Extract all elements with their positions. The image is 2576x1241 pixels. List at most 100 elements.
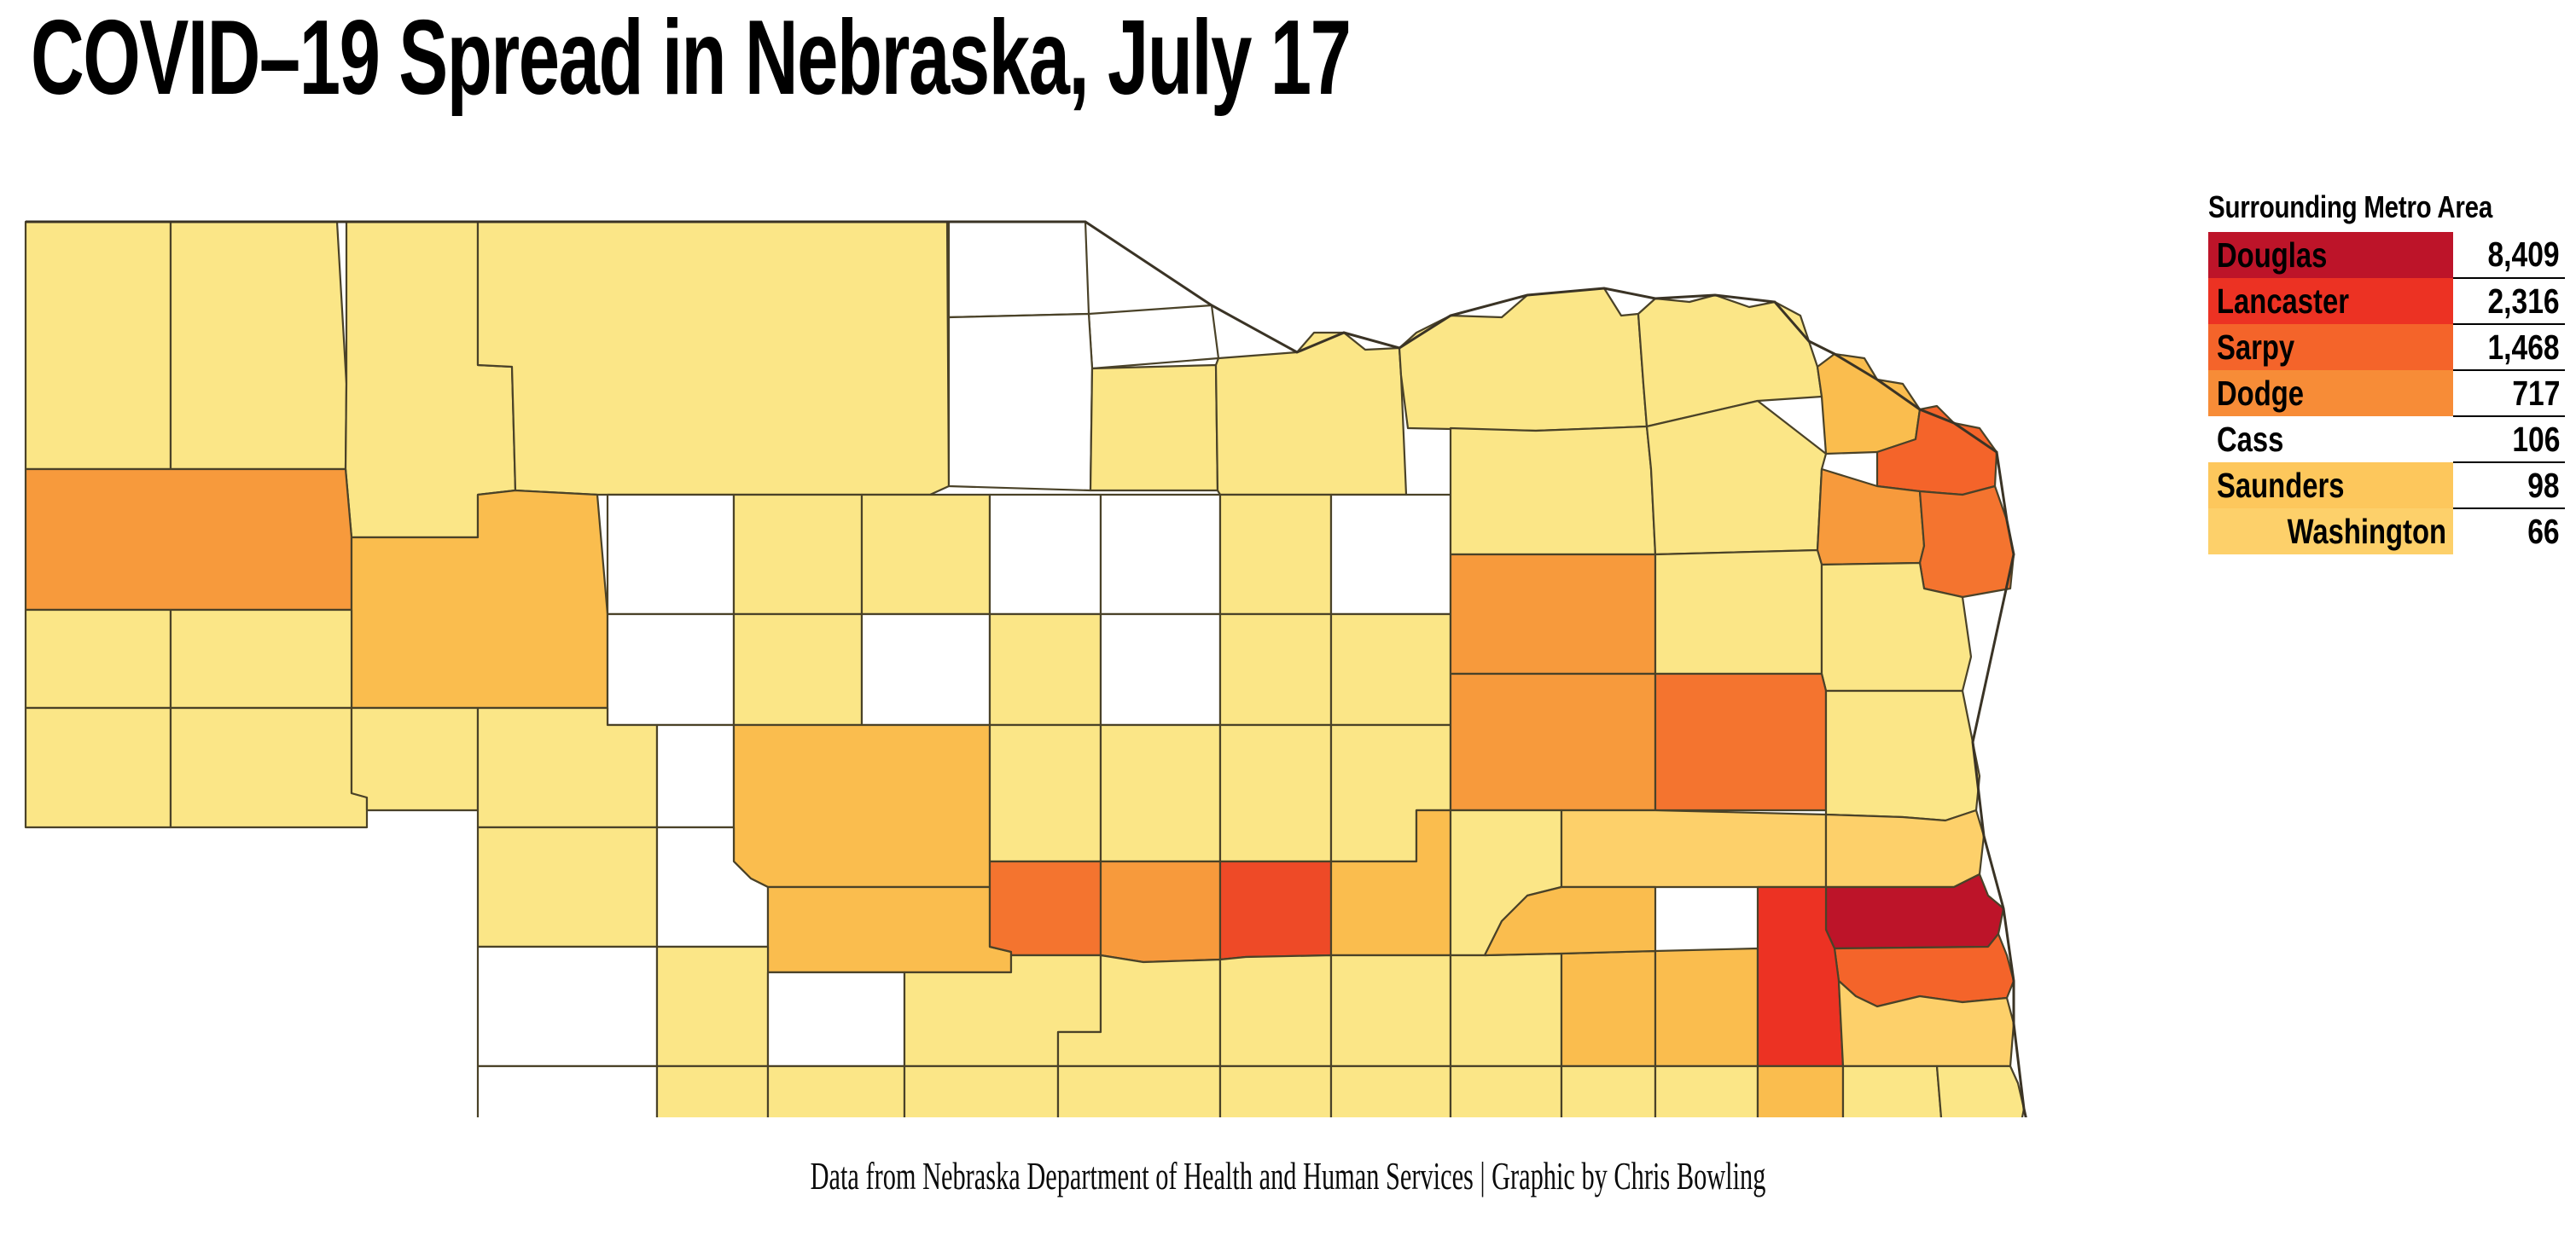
county-mcpherson[interactable] <box>732 612 864 727</box>
county-blaine[interactable] <box>988 493 1102 616</box>
county-webster[interactable] <box>1329 1064 1452 1117</box>
county-dundy[interactable] <box>476 1064 659 1117</box>
county-loup[interactable] <box>1099 493 1222 616</box>
county-nemaha[interactable] <box>1935 1064 2039 1117</box>
county-kimball[interactable] <box>24 706 172 829</box>
county-saline[interactable] <box>1654 947 1759 1068</box>
county-layer <box>24 220 2039 1117</box>
county-arthur[interactable] <box>655 723 736 829</box>
legend-row-cass[interactable]: Cass 106 <box>2208 415 2565 462</box>
county-garfield[interactable] <box>1218 493 1333 616</box>
county-kearney[interactable] <box>1218 954 1333 1068</box>
legend-label-washington: Washington <box>2287 511 2447 551</box>
county-sherman[interactable] <box>1099 723 1222 863</box>
map-svg <box>24 220 2039 1117</box>
county-greeley[interactable] <box>1218 612 1333 727</box>
legend-value-cell-cass: 106 <box>2453 415 2565 462</box>
legend-label-saunders: Saunders <box>2217 465 2345 505</box>
county-garden[interactable] <box>606 612 736 727</box>
legend-value-washington: 66 <box>2527 512 2560 551</box>
county-madison[interactable] <box>1449 553 1657 676</box>
legend-swatch-lancaster: Lancaster <box>2208 278 2454 324</box>
county-banner[interactable] <box>24 608 172 710</box>
county-hitchcock[interactable] <box>655 1064 770 1117</box>
legend-value-saunders: 98 <box>2527 465 2560 505</box>
county-fillmore[interactable] <box>1560 949 1657 1068</box>
county-logan[interactable] <box>860 612 991 727</box>
county-morrill[interactable] <box>169 608 353 710</box>
county-nuckolls[interactable] <box>1449 1064 1563 1117</box>
county-platte[interactable] <box>1449 672 1657 812</box>
county-thayer[interactable] <box>1560 1064 1657 1117</box>
county-rock[interactable] <box>1089 363 1219 492</box>
county-buffalo[interactable] <box>1099 860 1222 964</box>
county-colfax[interactable] <box>1654 672 1828 812</box>
legend-row-douglas[interactable]: Douglas 8,409 <box>2208 232 2565 278</box>
county-holt[interactable] <box>1214 331 1408 496</box>
legend-value-cass: 106 <box>2511 419 2560 459</box>
county-custer-s[interactable] <box>988 723 1102 863</box>
county-frontier[interactable] <box>766 971 906 1068</box>
county-lincoln-2[interactable] <box>766 885 1013 974</box>
county-red-willow[interactable] <box>766 1064 906 1117</box>
county-dawes[interactable] <box>169 220 348 471</box>
county-johnson[interactable] <box>1841 1064 1945 1117</box>
county-pierce[interactable] <box>1645 399 1828 556</box>
county-valley[interactable] <box>1099 612 1222 727</box>
county-burt[interactable] <box>1824 689 1981 822</box>
county-dixon[interactable] <box>1816 352 1922 455</box>
county-hall[interactable] <box>1218 860 1333 961</box>
county-thomas[interactable] <box>860 493 991 616</box>
county-scotts-bluff[interactable] <box>24 467 353 612</box>
state-outline <box>26 220 2027 1117</box>
county-saunders[interactable] <box>1560 809 1828 889</box>
county-keya-paha[interactable] <box>947 220 1090 319</box>
county-stanton[interactable] <box>1654 548 1823 676</box>
legend-row-dodge[interactable]: Dodge 717 <box>2208 369 2565 416</box>
county-adams[interactable] <box>1329 954 1452 1068</box>
county-harlan[interactable] <box>1056 1064 1222 1117</box>
county-dawson[interactable] <box>988 860 1102 957</box>
legend-label-dodge: Dodge <box>2217 373 2305 413</box>
county-grant[interactable] <box>606 493 736 616</box>
county-clay[interactable] <box>1449 952 1563 1068</box>
county-wheeler[interactable] <box>1329 493 1452 616</box>
county-washington[interactable] <box>1824 809 1986 889</box>
county-dakota[interactable] <box>1875 404 1998 496</box>
legend-label-lancaster: Lancaster <box>2217 281 2349 321</box>
county-howard[interactable] <box>1218 723 1333 863</box>
county-custer[interactable] <box>988 612 1102 727</box>
legend-row-sarpy[interactable]: Sarpy 1,468 <box>2208 323 2565 370</box>
county-thurston[interactable] <box>1918 484 2015 599</box>
county-hooker[interactable] <box>732 493 864 616</box>
county-chase[interactable] <box>476 945 659 1068</box>
county-boone[interactable] <box>1329 612 1452 727</box>
county-lincoln[interactable] <box>732 723 991 889</box>
legend-row-lancaster[interactable]: Lancaster 2,316 <box>2208 277 2565 324</box>
county-deuel[interactable] <box>350 706 480 812</box>
legend-label-sarpy: Sarpy <box>2217 327 2295 367</box>
county-hayes[interactable] <box>655 945 770 1068</box>
county-cheyenne[interactable] <box>169 706 369 829</box>
county-jefferson[interactable] <box>1654 1064 1759 1117</box>
legend-label-cass: Cass <box>2217 419 2284 459</box>
county-keith[interactable] <box>476 706 659 829</box>
legend-value-cell-lancaster: 2,316 <box>2453 277 2565 324</box>
county-antelope[interactable] <box>1449 425 1657 556</box>
legend-row-washington[interactable]: Washington 66 <box>2208 507 2565 554</box>
county-furnas[interactable] <box>903 1064 1060 1117</box>
county-knox[interactable] <box>1398 287 1649 432</box>
legend-row-saunders[interactable]: Saunders 98 <box>2208 461 2565 508</box>
legend-value-cell-washington: 66 <box>2453 507 2565 554</box>
county-sioux[interactable] <box>24 220 172 471</box>
county-gage[interactable] <box>1756 1064 1845 1117</box>
county-seward[interactable] <box>1483 885 1657 957</box>
legend-panel: Surrounding Metro Area Douglas 8,409 Lan… <box>2208 189 2565 554</box>
county-brown[interactable] <box>947 312 1094 492</box>
legend-value-dodge: 717 <box>2511 373 2560 413</box>
county-franklin[interactable] <box>1218 1064 1333 1117</box>
county-perkins[interactable] <box>476 826 659 948</box>
county-cherry[interactable] <box>476 220 951 496</box>
county-boyd[interactable] <box>1087 304 1220 370</box>
legend-value-cell-saunders: 98 <box>2453 461 2565 508</box>
